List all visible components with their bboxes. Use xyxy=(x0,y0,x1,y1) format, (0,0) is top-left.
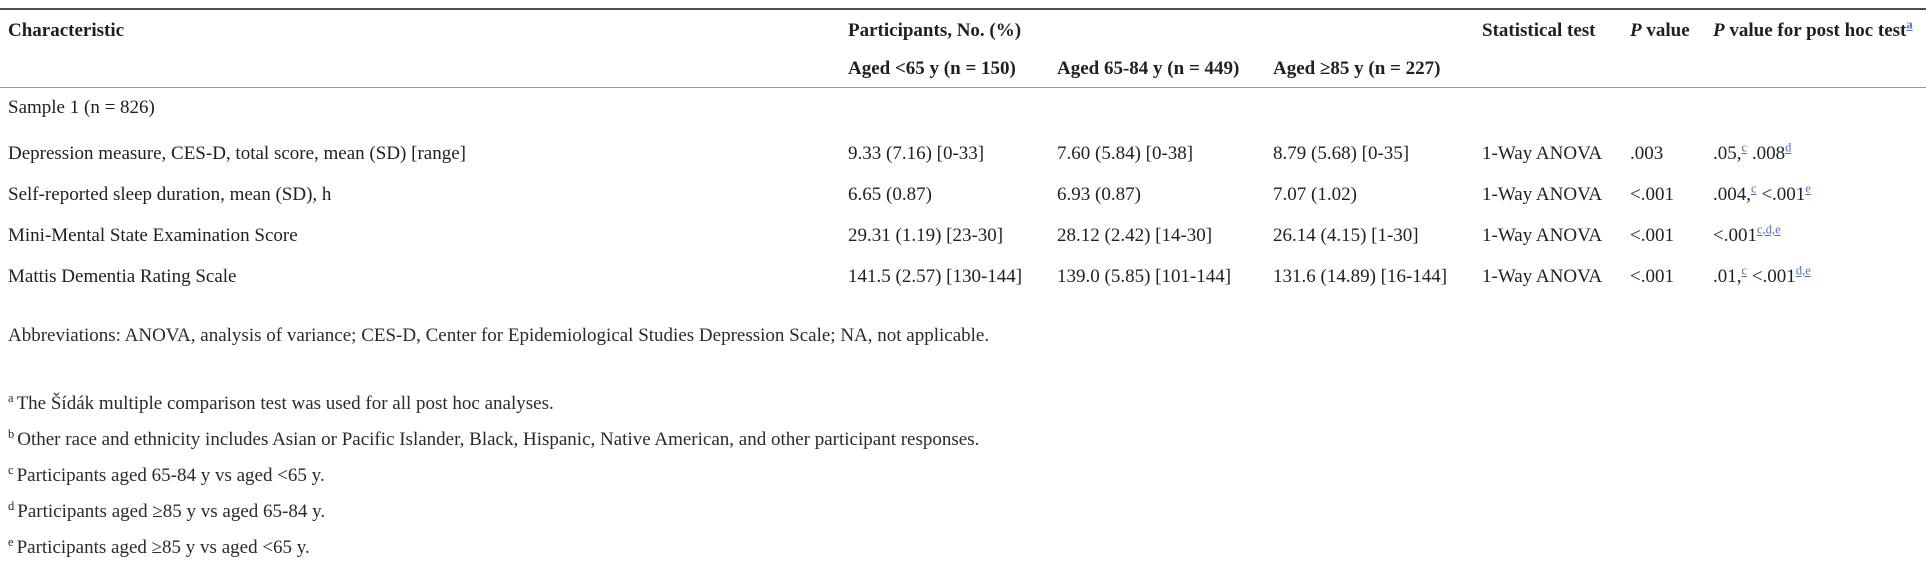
header-p-value: P value xyxy=(1630,9,1713,88)
footnote-ref-link-c[interactable]: c xyxy=(1741,263,1748,278)
abbreviations-note: Abbreviations: ANOVA, analysis of varian… xyxy=(8,325,990,346)
row-characteristic: Depression measure, CES-D, total score, … xyxy=(8,143,466,164)
header-characteristic: Characteristic xyxy=(8,20,125,41)
p-italic: P xyxy=(1713,20,1725,41)
header-age-ge85: Aged ≥85 y (n = 227) xyxy=(1273,58,1441,79)
value-age-lt65: 29.31 (1.19) [23-30] xyxy=(848,225,1004,246)
table-row-sample1: Sample 1 (n = 826) xyxy=(0,88,1926,130)
value-age-lt65: 141.5 (2.57) [130-144] xyxy=(848,266,1023,287)
section-label: Sample 1 (n = 826) xyxy=(8,97,155,118)
post-hoc-text: <.001 xyxy=(1756,184,1806,205)
value-statistical-test: 1-Way ANOVA xyxy=(1482,225,1603,246)
footnote-ref-link-e[interactable]: e xyxy=(1805,181,1811,196)
footnote-ref-link-a[interactable]: a xyxy=(1906,17,1913,32)
header-p-value-post-hoc: P value for post hoc testa xyxy=(1713,9,1926,88)
footnote-c: c Participants aged 65-84 y vs aged <65 y… xyxy=(8,462,1926,487)
footnote-marker: a xyxy=(8,390,14,405)
footnote-e: e Participants aged ≥85 y vs aged <65 y. xyxy=(8,534,1926,559)
table-row-mattis: Mattis Dementia Rating Scale 141.5 (2.57… xyxy=(0,252,1926,293)
post-hoc-text: <.001 xyxy=(1747,266,1796,287)
row-characteristic: Self-reported sleep duration, mean (SD),… xyxy=(8,184,332,205)
footnote-text: Participants aged ≥85 y vs aged <65 y. xyxy=(16,537,310,558)
value-post-hoc: .05,c .008d xyxy=(1713,129,1926,170)
footnote-ref-link-c[interactable]: c xyxy=(1741,140,1748,155)
value-post-hoc: <.001c,d,e xyxy=(1713,211,1926,252)
footnote-ref-link-de[interactable]: ,d,e xyxy=(1762,222,1781,237)
footnote-marker: e xyxy=(8,534,14,549)
value-post-hoc: .004,c <.001e xyxy=(1713,170,1926,211)
value-age-ge85: 8.79 (5.68) [0-35] xyxy=(1273,143,1410,164)
header-age-lt65: Aged <65 y (n = 150) xyxy=(848,58,1016,79)
value-age-ge85: 26.14 (4.15) [1-30] xyxy=(1273,225,1419,246)
value-age-65-84: 28.12 (2.42) [14-30] xyxy=(1057,225,1213,246)
characteristics-table: Characteristic Participants, No. (%) Sta… xyxy=(0,8,1926,293)
footnotes-section: a The Šídák multiple comparison test was … xyxy=(0,390,1926,559)
row-characteristic: Mattis Dementia Rating Scale xyxy=(8,266,237,287)
value-p: <.001 xyxy=(1630,225,1674,246)
footnote-ref-link-de[interactable]: d,e xyxy=(1795,263,1811,278)
header-statistical-test: Statistical test xyxy=(1482,20,1596,41)
post-hoc-text: .004, xyxy=(1713,184,1752,205)
value-p: <.001 xyxy=(1630,184,1674,205)
row-characteristic: Mini-Mental State Examination Score xyxy=(8,225,298,246)
footnote-ref-link-d[interactable]: d xyxy=(1785,140,1792,155)
table-header: Characteristic Participants, No. (%) Sta… xyxy=(0,9,1926,88)
table-row-mmse: Mini-Mental State Examination Score 29.3… xyxy=(0,211,1926,252)
value-p: <.001 xyxy=(1630,266,1674,287)
footnote-marker: d xyxy=(8,498,15,513)
p-italic: P xyxy=(1630,20,1642,41)
footnote-ref-link-c[interactable]: c xyxy=(1751,181,1757,196)
post-hoc-label: value for post hoc test xyxy=(1724,20,1907,41)
value-statistical-test: 1-Way ANOVA xyxy=(1482,266,1603,287)
value-age-ge85: 7.07 (1.02) xyxy=(1273,184,1357,205)
footnote-b: b Other race and ethnicity includes Asian… xyxy=(8,426,1926,451)
table-row-depression: Depression measure, CES-D, total score, … xyxy=(0,129,1926,170)
post-hoc-text: .01, xyxy=(1713,266,1742,287)
footnote-a: a The Šídák multiple comparison test was … xyxy=(8,390,1926,415)
footnote-ref-link-c[interactable]: c xyxy=(1757,222,1763,237)
value-age-65-84: 7.60 (5.84) [0-38] xyxy=(1057,143,1194,164)
value-statistical-test: 1-Way ANOVA xyxy=(1482,143,1603,164)
value-age-65-84: 139.0 (5.85) [101-144] xyxy=(1057,266,1232,287)
table-row-sleep-duration: Self-reported sleep duration, mean (SD),… xyxy=(0,170,1926,211)
value-p: .003 xyxy=(1630,143,1664,164)
footnote-text: Participants aged 65-84 y vs aged <65 y. xyxy=(16,465,325,486)
post-hoc-text: <.001 xyxy=(1713,225,1757,246)
footnote-d: d Participants aged ≥85 y vs aged 65-84 y… xyxy=(8,498,1926,523)
post-hoc-text: .008 xyxy=(1747,143,1786,164)
header-participants-group: Participants, No. (%) xyxy=(848,20,1022,41)
header-age-65-84: Aged 65-84 y (n = 449) xyxy=(1057,58,1240,79)
p-value-label: value xyxy=(1641,20,1690,41)
value-age-lt65: 6.65 (0.87) xyxy=(848,184,932,205)
footnote-text: Other race and ethnicity includes Asian … xyxy=(17,429,980,450)
post-hoc-text: .05, xyxy=(1713,143,1742,164)
footnote-marker: c xyxy=(8,462,14,477)
value-age-65-84: 6.93 (0.87) xyxy=(1057,184,1141,205)
footnote-text: Participants aged ≥85 y vs aged 65-84 y. xyxy=(17,501,326,522)
value-age-lt65: 9.33 (7.16) [0-33] xyxy=(848,143,985,164)
value-statistical-test: 1-Way ANOVA xyxy=(1482,184,1603,205)
footnote-text: The Šídák multiple comparison test was u… xyxy=(16,393,554,414)
value-age-ge85: 131.6 (14.89) [16-144] xyxy=(1273,266,1448,287)
value-post-hoc: .01,c <.001d,e xyxy=(1713,252,1926,293)
footnote-marker: b xyxy=(8,426,15,441)
